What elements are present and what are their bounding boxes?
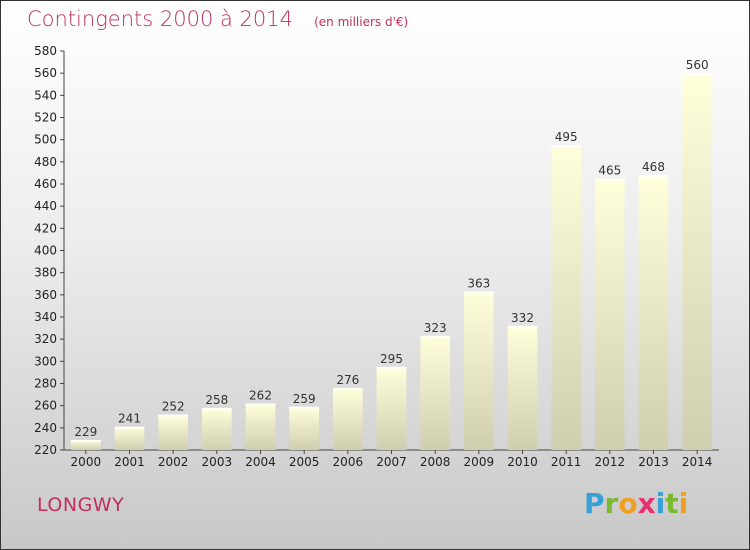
bar bbox=[682, 73, 713, 451]
bar bbox=[245, 403, 276, 450]
y-tick-label: 280 bbox=[34, 377, 57, 391]
bar-value-label: 560 bbox=[686, 58, 709, 72]
y-tick-label: 300 bbox=[34, 354, 57, 368]
x-tick-label: 2014 bbox=[682, 455, 713, 469]
y-tick-label: 400 bbox=[34, 244, 57, 258]
x-tick-label: 2007 bbox=[376, 455, 407, 469]
y-tick-label: 260 bbox=[34, 399, 57, 413]
bar bbox=[420, 335, 451, 450]
y-tick-label: 420 bbox=[34, 221, 57, 235]
bar-value-label: 363 bbox=[467, 277, 490, 291]
chart-subtitle: (en milliers d'€) bbox=[314, 15, 409, 29]
logo-letter: x bbox=[637, 487, 656, 520]
y-tick-label: 480 bbox=[34, 155, 57, 169]
bar bbox=[638, 175, 669, 450]
y-tick-label: 340 bbox=[34, 310, 57, 324]
bar-value-label: 262 bbox=[249, 388, 272, 402]
bar bbox=[289, 406, 320, 450]
bar-value-label: 252 bbox=[162, 400, 185, 414]
x-tick-label: 2013 bbox=[638, 455, 669, 469]
x-tick-label: 2009 bbox=[464, 455, 495, 469]
y-tick-label: 500 bbox=[34, 133, 57, 147]
place-name: LONGWY bbox=[37, 494, 125, 516]
proxiti-logo[interactable]: Proxiti bbox=[584, 487, 688, 520]
bar-highlight bbox=[420, 335, 451, 338]
bars: 229 241 252 258 262 259 276 295 323 363 332 495 465 4… bbox=[70, 58, 713, 451]
logo-letter: P bbox=[584, 487, 605, 520]
title-row: Contingents 2000 à 2014 (en milliers d'€… bbox=[27, 7, 408, 31]
y-tick-label: 380 bbox=[34, 266, 57, 280]
bar-highlight bbox=[376, 366, 407, 369]
y-tick-label: 540 bbox=[34, 88, 57, 102]
bar-value-label: 276 bbox=[336, 373, 359, 387]
bar bbox=[158, 414, 189, 450]
bar-value-label: 229 bbox=[74, 425, 97, 439]
logo-letter: r bbox=[604, 487, 619, 520]
bar bbox=[463, 291, 494, 450]
bar-value-label: 468 bbox=[642, 160, 665, 174]
x-axis: 2000 2001 2002 2003 2004 2005 2006 2007 2008 2009… bbox=[64, 449, 719, 469]
bar-highlight bbox=[245, 403, 276, 406]
bar bbox=[114, 426, 145, 450]
bar-highlight bbox=[201, 407, 232, 410]
bar-value-label: 495 bbox=[555, 130, 578, 144]
bar-highlight bbox=[682, 73, 713, 76]
bar-highlight bbox=[70, 440, 101, 443]
bar-highlight bbox=[332, 387, 363, 390]
x-tick-label: 2005 bbox=[289, 455, 320, 469]
bar bbox=[70, 440, 101, 450]
bar-highlight bbox=[551, 145, 582, 148]
x-tick-label: 2000 bbox=[71, 455, 102, 469]
x-tick-label: 2002 bbox=[158, 455, 189, 469]
y-tick-label: 360 bbox=[34, 288, 57, 302]
x-tick-label: 2003 bbox=[202, 455, 233, 469]
bar bbox=[551, 145, 582, 451]
y-tick-label: 220 bbox=[34, 443, 57, 457]
y-axis: 220 240 260 280 300 320 340 360 380 400 420 440 460 4… bbox=[34, 44, 65, 457]
bar-highlight bbox=[594, 178, 625, 181]
bar-highlight bbox=[507, 325, 538, 328]
logo-letter: t bbox=[665, 487, 679, 520]
bar-value-label: 258 bbox=[205, 393, 228, 407]
y-tick-label: 240 bbox=[34, 421, 57, 435]
bar-value-label: 259 bbox=[293, 392, 316, 406]
logo-letter: o bbox=[618, 487, 638, 520]
bar-highlight bbox=[114, 426, 145, 429]
bar bbox=[376, 366, 407, 450]
x-tick-label: 2001 bbox=[114, 455, 145, 469]
y-tick-label: 580 bbox=[34, 44, 57, 58]
x-tick-label: 2012 bbox=[595, 455, 626, 469]
y-tick-label: 460 bbox=[34, 177, 57, 191]
y-tick-label: 560 bbox=[34, 66, 57, 80]
bar-value-label: 332 bbox=[511, 311, 534, 325]
x-tick-label: 2008 bbox=[420, 455, 451, 469]
y-tick-label: 440 bbox=[34, 199, 57, 213]
x-tick-label: 2011 bbox=[551, 455, 582, 469]
bar-highlight bbox=[463, 291, 494, 294]
bar-value-label: 465 bbox=[598, 163, 621, 177]
bar bbox=[594, 178, 625, 451]
bar-highlight bbox=[289, 406, 320, 409]
y-tick-label: 520 bbox=[34, 111, 57, 125]
y-tick-label: 320 bbox=[34, 332, 57, 346]
bar-value-label: 323 bbox=[424, 321, 447, 335]
bar-highlight bbox=[638, 175, 669, 178]
bar-highlight bbox=[158, 414, 189, 417]
chart-title: Contingents 2000 à 2014 bbox=[27, 7, 293, 31]
bar-value-label: 295 bbox=[380, 352, 403, 366]
logo-letter: i bbox=[678, 487, 689, 520]
x-tick-label: 2004 bbox=[245, 455, 276, 469]
x-tick-label: 2006 bbox=[333, 455, 364, 469]
bar bbox=[201, 407, 232, 450]
bar bbox=[332, 387, 363, 450]
bar-value-label: 241 bbox=[118, 412, 141, 426]
logo-letter: i bbox=[655, 487, 666, 520]
x-tick-label: 2010 bbox=[507, 455, 538, 469]
bar bbox=[507, 325, 538, 450]
